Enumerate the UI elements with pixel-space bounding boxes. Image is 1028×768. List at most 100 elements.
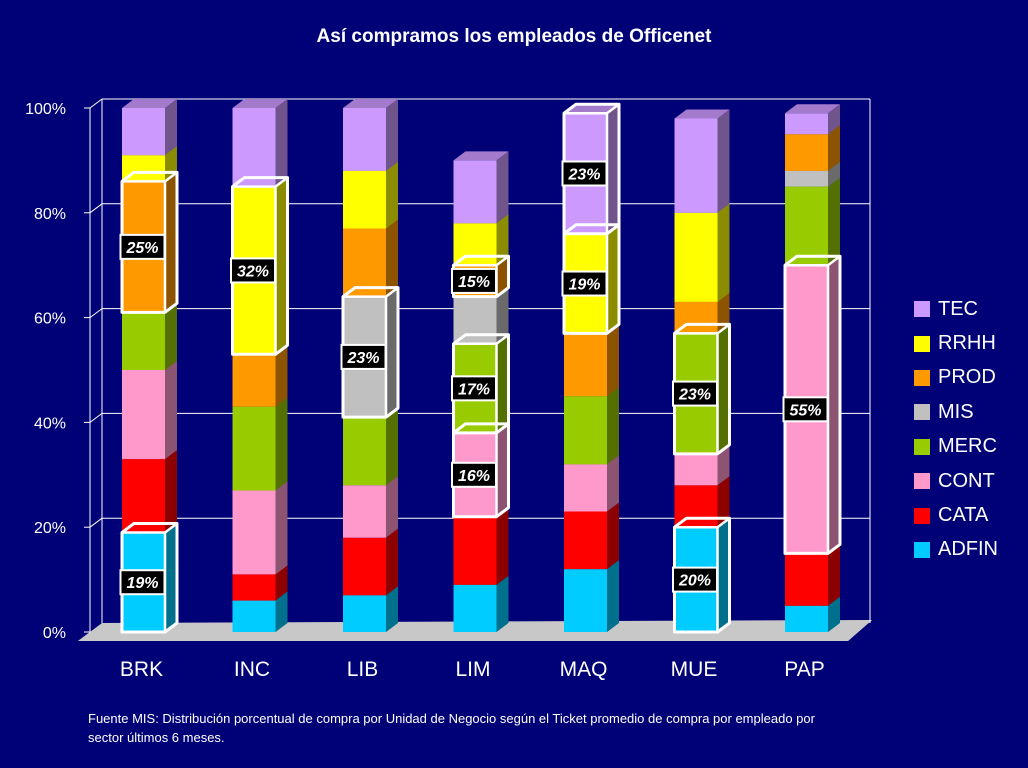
data-label-box	[782, 396, 829, 423]
data-label: 20%	[678, 573, 711, 590]
bar-brk-cont-front	[122, 370, 165, 460]
bar-inc-tec-top	[232, 99, 288, 108]
bar-brk-tec-side	[165, 99, 177, 156]
bar-pap-merc-side	[828, 177, 840, 266]
data-label: 19%	[126, 575, 158, 592]
legend-label: MERC	[938, 435, 997, 458]
bar-maq-merc-side	[607, 387, 619, 465]
gridline-diagonal	[89, 203, 103, 214]
bar-inc-adfin-front	[232, 600, 276, 632]
data-label-box	[230, 257, 276, 284]
bar-brk-merc-front	[122, 312, 165, 370]
bar-inc-rrhh-side	[275, 177, 288, 355]
bar-pap-mis-front	[785, 170, 828, 187]
legend-item-merc: MERC	[914, 430, 1024, 464]
bar-pap-merc-front	[785, 186, 828, 266]
gridline-diagonal	[89, 98, 103, 109]
bar-brk-adfin-side	[165, 523, 177, 632]
bar-inc-cata-side	[275, 565, 288, 601]
data-label-box	[451, 461, 497, 488]
bar-lib-prod-side	[386, 219, 398, 297]
bar-lim-tec-front	[453, 160, 497, 224]
y-tick-label: 0%	[43, 625, 66, 642]
bar-maq-merc-front	[564, 396, 607, 465]
x-tick-label: BRK	[120, 658, 163, 681]
data-label: 23%	[678, 387, 711, 404]
data-label: 25%	[125, 240, 158, 257]
bar-lib-tec-top	[343, 99, 398, 108]
bar-mue-tec-side	[717, 109, 730, 213]
legend-swatch	[914, 438, 930, 455]
bar-inc-prod-front	[232, 354, 276, 407]
bar-mue-tec-top	[674, 109, 730, 119]
bar-brk-merc-side	[165, 303, 177, 370]
legend-item-prod: PROD	[914, 361, 1024, 395]
bar-mue-rrhh-side	[717, 203, 730, 302]
bar-lim-tec-side	[496, 151, 509, 224]
bar-lim-mis-side	[496, 287, 509, 344]
legend-label: ADFIN	[938, 538, 998, 561]
bar-lib-cata-side	[386, 528, 398, 596]
bar-brk-prod-side	[165, 172, 177, 313]
data-label-box	[119, 569, 166, 596]
bar-brk-cont-side	[165, 361, 177, 460]
gridline-diagonal	[89, 517, 103, 528]
bar-lim-cata-side	[496, 507, 509, 585]
bar-pap-tec-side	[828, 104, 840, 135]
bar-maq-prod-side	[607, 324, 619, 397]
legend-swatch	[914, 473, 930, 490]
bar-maq-adfin-front	[564, 569, 607, 632]
y-tick-label: 40%	[34, 415, 66, 432]
bar-pap-mis-side	[828, 161, 840, 187]
bar-inc-cata-front	[232, 574, 276, 601]
data-label-box	[340, 343, 387, 370]
data-label: 23%	[567, 167, 600, 184]
bar-inc-cont-front	[232, 490, 276, 575]
x-tick-label: MUE	[671, 658, 718, 681]
bar-mue-merc-side	[717, 324, 730, 454]
bar-brk-cata-front	[122, 459, 165, 533]
bar-lim-cont-side	[496, 423, 509, 517]
legend-item-cont: CONT	[914, 464, 1024, 498]
bar-maq-adfin-side	[607, 560, 619, 632]
legend-label: TEC	[938, 297, 978, 320]
legend-swatch	[914, 541, 930, 558]
legend-item-cata: CATA	[914, 498, 1024, 532]
bar-lib-tec-front	[343, 108, 386, 171]
data-label: 23%	[346, 350, 379, 367]
legend-item-tec: TEC	[914, 292, 1024, 326]
bar-mue-rrhh-front	[674, 212, 718, 302]
bar-lib-adfin-side	[386, 586, 398, 632]
bar-maq-prod-front	[564, 333, 607, 397]
legend-swatch	[914, 369, 930, 386]
x-tick-label: PAP	[784, 658, 824, 681]
bar-pap-adfin-side	[828, 596, 840, 632]
bar-pap-prod-side	[828, 125, 840, 171]
bar-pap-tec-front	[785, 113, 828, 135]
bar-lib-cont-side	[386, 476, 398, 538]
y-tick-label: 80%	[34, 206, 66, 223]
data-label-box	[119, 233, 166, 260]
bar-inc-cont-side	[275, 481, 288, 575]
bar-mue-tec-front	[674, 118, 718, 213]
bar-lim-adfin-front	[453, 584, 497, 632]
bar-maq-cont-side	[607, 455, 619, 512]
legend-item-mis: MIS	[914, 395, 1024, 429]
bar-lim-adfin-side	[496, 575, 509, 632]
legend-swatch	[914, 507, 930, 524]
chart-title: Así compramos los empleados de Officenet	[316, 26, 712, 47]
bar-pap-tec-top	[785, 104, 840, 114]
y-tick-label: 60%	[34, 311, 66, 328]
bar-inc-tec-front	[232, 108, 276, 187]
x-tick-label: LIB	[347, 658, 379, 681]
bar-inc-adfin-side	[275, 591, 288, 632]
bar-pap-cata-front	[785, 553, 828, 606]
gridline-diagonal	[89, 412, 103, 423]
data-label-box	[451, 375, 497, 402]
y-tick-label: 20%	[34, 520, 66, 537]
bar-lib-tec-side	[386, 99, 398, 171]
bar-pap-cont-side	[828, 256, 840, 554]
bar-lib-adfin-front	[343, 595, 386, 632]
data-label: 32%	[237, 263, 269, 280]
